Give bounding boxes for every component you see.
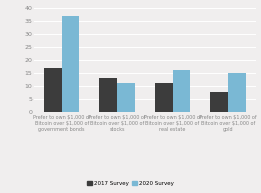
- Bar: [173, 70, 190, 112]
- Bar: [99, 78, 117, 112]
- Bar: [62, 15, 80, 112]
- Bar: [117, 83, 135, 112]
- Bar: [155, 83, 173, 112]
- Bar: [44, 68, 62, 112]
- Bar: [210, 92, 228, 112]
- Bar: [228, 73, 246, 112]
- Legend: 2017 Survey, 2020 Survey: 2017 Survey, 2020 Survey: [85, 179, 176, 188]
